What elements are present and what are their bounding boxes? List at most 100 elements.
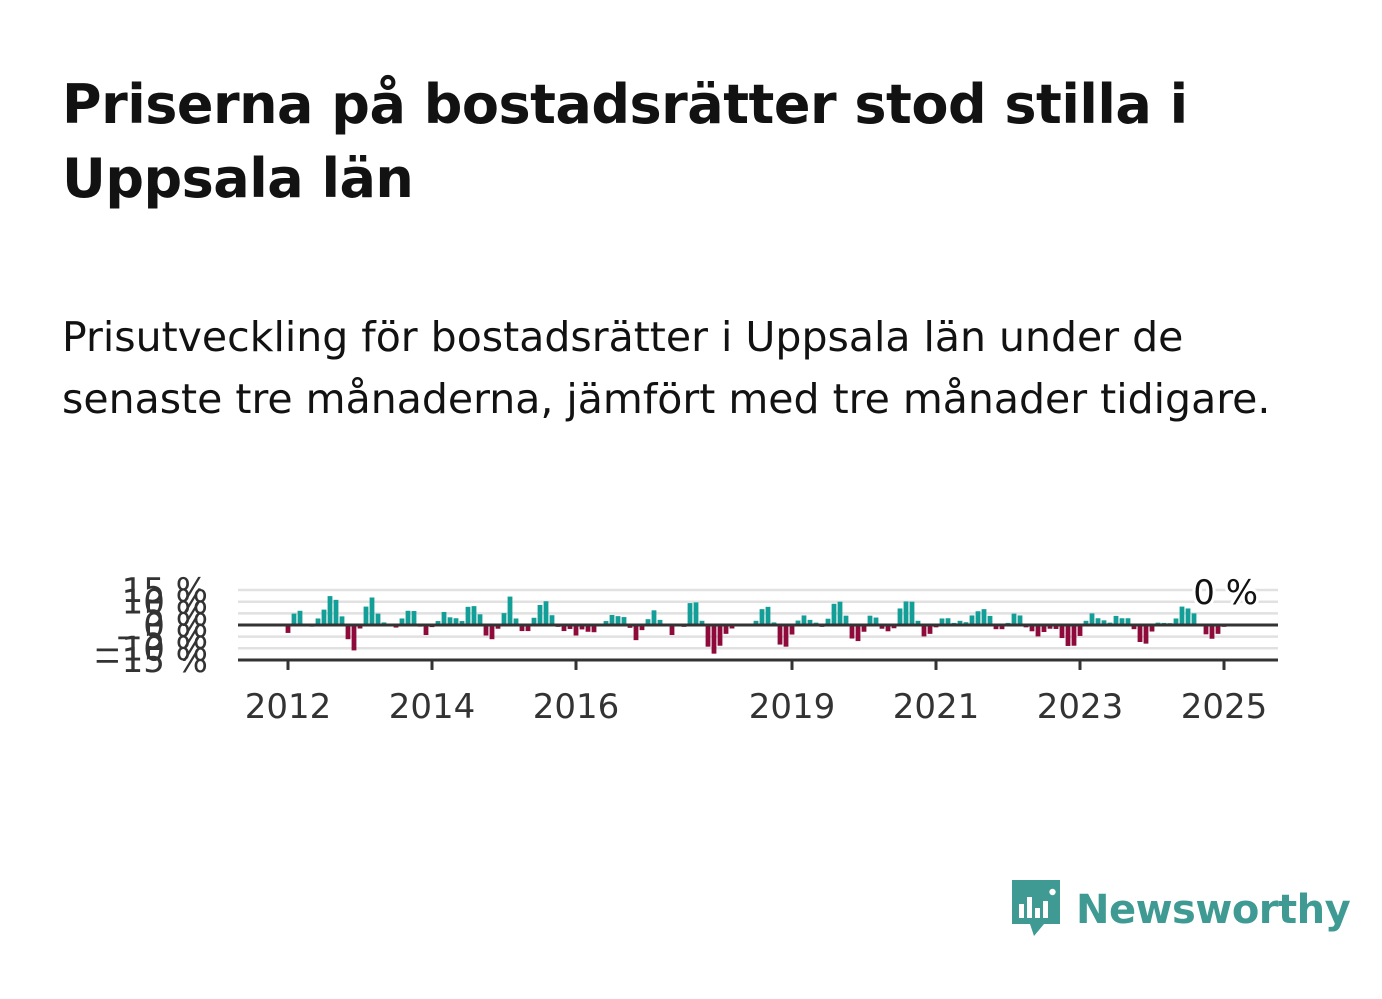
bar <box>801 615 807 625</box>
bar <box>1089 613 1095 625</box>
y-tick-label: 15 % <box>122 571 208 611</box>
bar <box>711 625 717 654</box>
bar <box>759 609 765 625</box>
bar <box>483 625 489 636</box>
bar <box>459 621 465 625</box>
x-tick-label: 2016 <box>533 687 620 727</box>
x-tick-label: 2019 <box>749 687 836 727</box>
bar <box>837 601 843 625</box>
axes <box>238 623 1278 670</box>
bar <box>435 621 441 625</box>
bar <box>1203 625 1209 635</box>
bar <box>399 618 405 625</box>
bar <box>693 602 699 625</box>
bar <box>447 617 453 625</box>
bar <box>999 625 1005 630</box>
bar <box>519 625 525 632</box>
bar <box>621 617 627 625</box>
bar <box>891 625 897 629</box>
bar <box>1179 606 1185 625</box>
bar <box>909 601 915 625</box>
bar <box>441 611 447 625</box>
bar <box>921 625 927 637</box>
bar <box>945 618 951 625</box>
bar <box>957 620 963 625</box>
bar <box>765 606 771 625</box>
bar <box>567 625 573 629</box>
bar <box>297 610 303 625</box>
bar <box>975 611 981 625</box>
bar <box>687 603 693 625</box>
bar <box>843 615 849 625</box>
bar <box>423 625 429 636</box>
bar <box>351 625 357 651</box>
y-tick-label: −15 % <box>93 641 208 681</box>
bar <box>1071 625 1077 646</box>
bar <box>699 620 705 625</box>
bar <box>717 625 723 646</box>
bar <box>639 625 645 631</box>
bar <box>525 625 531 632</box>
x-tick-label: 2021 <box>893 687 980 727</box>
bar <box>609 614 615 625</box>
bar <box>579 625 585 630</box>
bar <box>465 606 471 625</box>
bar <box>1083 620 1089 625</box>
bar <box>1041 625 1047 632</box>
bar <box>669 625 675 636</box>
bar-chart: 15 %10 %5 %0 %−5 %−10 %−15 %2012 2014 2016… <box>93 570 1278 727</box>
bar <box>507 596 513 625</box>
bar <box>549 615 555 625</box>
bar <box>885 625 891 632</box>
bar <box>1143 625 1149 644</box>
bar <box>291 613 297 625</box>
bar <box>369 597 375 625</box>
bar <box>453 618 459 625</box>
bar <box>615 616 621 625</box>
bar <box>807 619 813 625</box>
bar <box>1137 625 1143 643</box>
bar <box>1119 618 1125 625</box>
y-tick-label: −10 % <box>93 629 208 669</box>
bar <box>1047 625 1053 629</box>
bar <box>501 613 507 625</box>
bar <box>1185 608 1191 625</box>
bar <box>789 625 795 635</box>
bar <box>927 625 933 634</box>
bar <box>1029 625 1035 632</box>
bar <box>573 625 579 636</box>
bar <box>657 619 663 625</box>
bar <box>981 609 987 625</box>
bar <box>1059 625 1065 639</box>
bar <box>825 618 831 625</box>
bar <box>513 618 519 625</box>
bar <box>591 625 597 633</box>
bar <box>879 625 885 629</box>
bar <box>1131 625 1137 630</box>
bar <box>363 606 369 625</box>
bar <box>633 625 639 641</box>
bar <box>357 625 363 629</box>
bar <box>603 621 609 625</box>
bar <box>585 625 591 632</box>
bar <box>1215 625 1221 634</box>
chart-title: Priserna på bostadsrätter stod stilla i … <box>62 73 1188 210</box>
bar <box>489 625 495 640</box>
bar <box>723 625 729 634</box>
bar <box>285 625 291 633</box>
bar <box>1077 625 1083 636</box>
bar <box>1101 620 1107 625</box>
bar <box>1011 613 1017 625</box>
last-value-label: 0 % <box>1193 573 1258 613</box>
x-tick-label: 2023 <box>1037 687 1124 727</box>
bar <box>1017 615 1023 625</box>
bar <box>915 620 921 625</box>
bar <box>867 615 873 625</box>
y-tick-label: −5 % <box>115 618 208 658</box>
bar <box>849 625 855 639</box>
axis-labels: 15 %10 %5 %0 %−5 %−10 %−15 %2012 2014 2016… <box>93 570 1267 727</box>
bar <box>321 609 327 625</box>
bar <box>897 608 903 625</box>
bar <box>561 625 567 632</box>
bar <box>795 620 801 625</box>
